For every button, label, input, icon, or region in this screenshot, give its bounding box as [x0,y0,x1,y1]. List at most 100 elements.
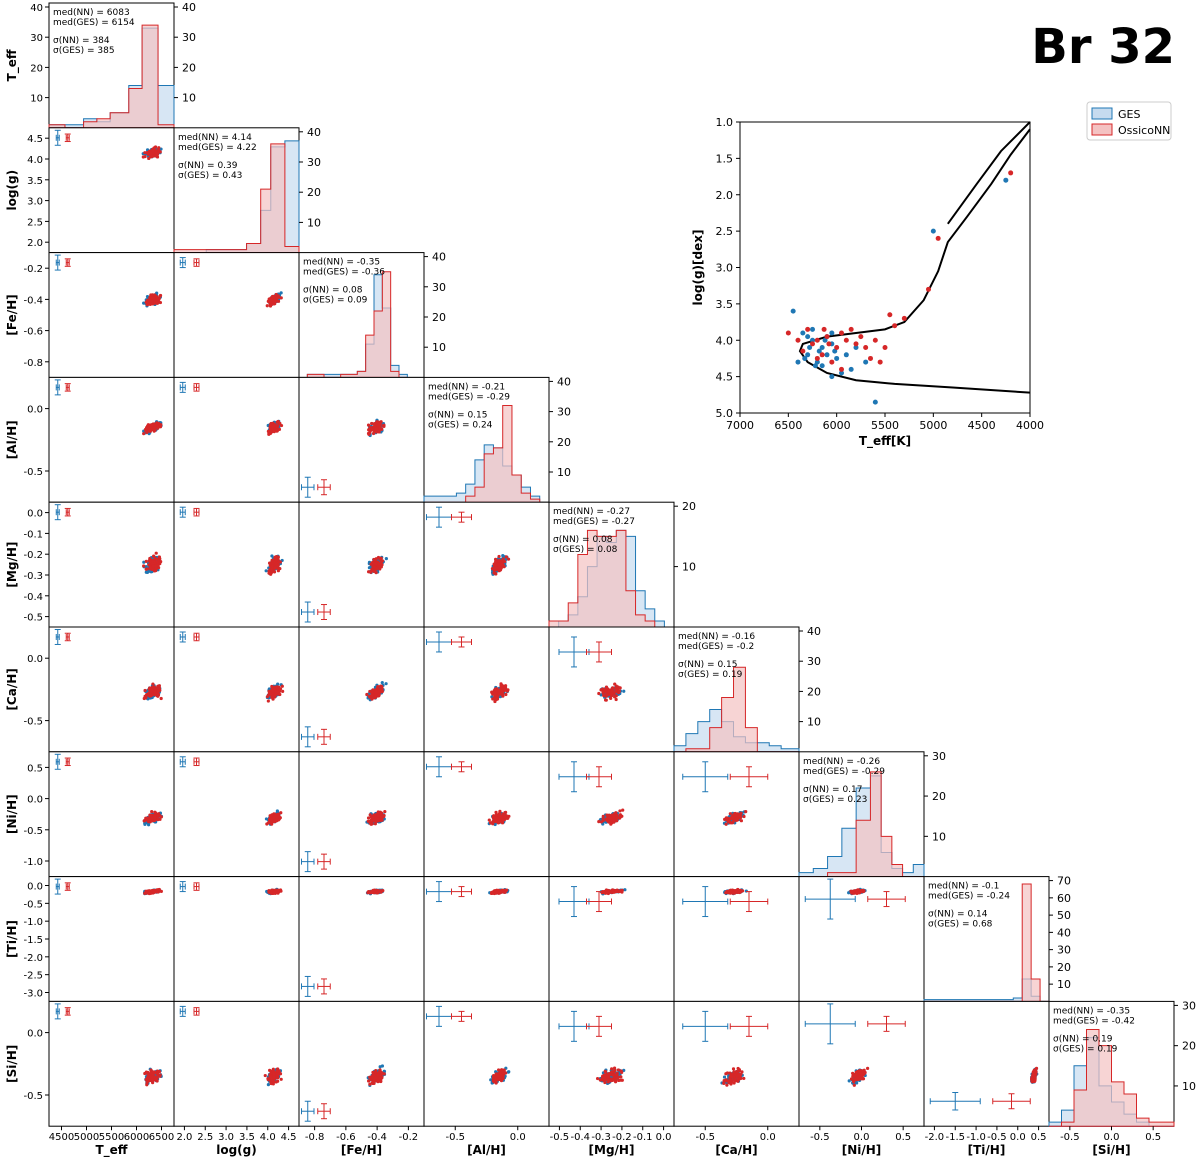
nn-point [270,888,274,892]
nn-point [505,689,509,693]
scatter-panel-4-1 [173,501,300,628]
scatter-panel-5-3 [423,626,550,753]
nn-point [492,889,497,893]
nn-point [375,420,379,424]
hist-tick-label: 40 [307,126,321,139]
nn-point [268,561,273,565]
nn-point [494,816,499,820]
stat-sigma-nn: σ(NN) = 0.08 [553,535,613,545]
nn-point [154,567,158,571]
nn-point [606,890,611,894]
y-tick-label: 3.0 [27,197,43,208]
stat-sigma-nn: σ(NN) = 0.14 [928,910,988,920]
nn-point [272,1079,276,1084]
nn-point [142,432,146,436]
stat-med-nn: med(NN) = 6083 [53,8,130,18]
nn-point [146,302,151,306]
nn-histogram [548,529,665,628]
y-tick-label: -1.5 [23,935,43,946]
nn-point [506,557,511,561]
y-tick-label: -1.0 [23,857,43,868]
nn-histogram [173,143,300,254]
stat-med-nn: med(NN) = -0.27 [553,507,630,517]
nn-point [368,813,372,817]
nn-point [382,813,386,818]
nn-point [270,820,274,824]
stat-sigma-ges: σ(GES) = 0.09 [303,296,368,306]
x-tick-label: 6000 [124,1132,149,1143]
nn-point [496,559,501,563]
nn-point [487,818,491,822]
stat-med-ges: med(GES) = -0.24 [928,892,1010,902]
nn-point [744,810,748,814]
nn-point [728,821,733,825]
hist-tick-label: 30 [307,156,321,169]
y-tick-label: 10 [30,94,43,105]
stat-sigma-nn: σ(NN) = 0.17 [803,785,863,795]
stat-med-ges: med(GES) = -0.29 [428,392,510,402]
nn-point [493,699,497,704]
nn-point [270,564,275,569]
nn-point [739,819,743,823]
nn-point [504,810,508,814]
nn-point [614,697,618,702]
nn-point [377,561,381,566]
nn-point [368,1082,372,1086]
scatter-panel-5-2 [298,626,425,753]
ges-point [384,557,388,561]
nn-point [601,890,606,895]
nn-point [155,295,159,299]
y-tick-label: 2.5 [27,217,43,228]
nn-point [618,889,622,893]
x-tick-label: 2.5 [197,1132,213,1143]
stat-sigma-nn: σ(NN) = 0.15 [678,660,738,670]
nn-point [609,889,614,893]
hist-tick-label: 40 [1057,926,1071,939]
y-tick-label: -2.0 [23,953,43,964]
nn-point [379,811,383,815]
nn-point [380,818,384,822]
nn-point [149,1069,154,1073]
nn-point [153,814,157,818]
nn-point [150,293,155,297]
nn-point [373,822,377,826]
nn-point [281,689,285,693]
nn-point [374,816,378,820]
nn-point [371,431,376,436]
scatter-panel-4-3 [423,501,550,628]
nn-point [370,421,374,426]
nn-point [373,558,377,562]
nn-point [275,428,279,433]
panel-frame [173,876,300,1002]
nn-point [269,1075,273,1079]
nn-point [153,423,157,427]
nn-point [145,816,149,820]
nn-point [272,1075,276,1080]
stat-sigma-ges: σ(GES) = 385 [53,46,115,56]
scatter-panel-7-5 [673,876,800,1002]
nn-point [367,694,372,699]
nn-point [850,891,855,895]
nn-point [157,146,161,150]
scatter-panel-8-2: -0.8 -0.6 -0.4 -0.2 [298,1000,425,1143]
nn-point [154,557,158,561]
nn-point [380,684,384,689]
nn-point [378,557,382,561]
hist-tick-label: 10 [432,341,446,354]
hist-tick-label: 30 [1057,944,1071,957]
nn-point [497,692,502,696]
scatter-panel-2-0: -0.8-0.6-0.4-0.2 [23,252,175,378]
panel-frame [48,876,175,1002]
nn-point [370,1075,374,1079]
stat-sigma-ges: σ(GES) = 0.68 [928,920,993,930]
nn-point [614,889,619,893]
hist-tick-label: 30 [932,750,946,763]
hist-tick-label: 20 [682,500,696,513]
nn-point [496,888,501,892]
nn-point [374,567,379,571]
nn-point [265,304,269,308]
nn-point [144,559,148,563]
hist-tick-label: 10 [182,92,196,105]
